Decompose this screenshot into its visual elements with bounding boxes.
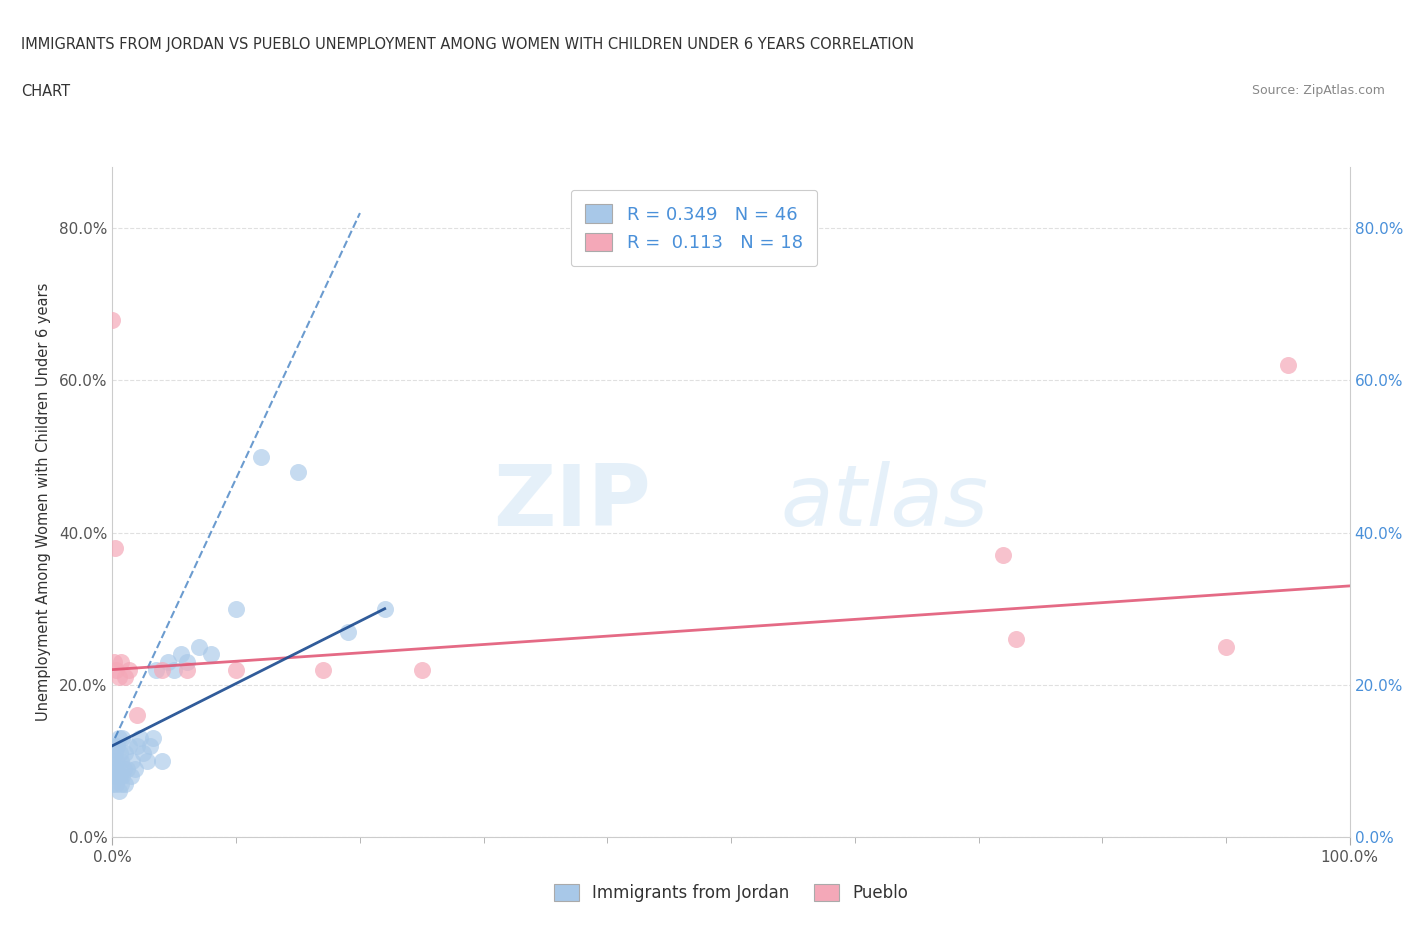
Point [101, 753, 124, 768]
Point [117, 761, 139, 776]
Point [101, 312, 124, 327]
Point [101, 777, 124, 791]
Point [150, 753, 173, 768]
Text: CHART: CHART [21, 84, 70, 99]
Text: ZIP: ZIP [494, 460, 651, 544]
Point [176, 655, 198, 670]
Point [150, 662, 173, 677]
Point [1004, 631, 1026, 646]
Point [287, 464, 309, 479]
Point [103, 769, 125, 784]
Point [117, 738, 139, 753]
Y-axis label: Unemployment Among Women with Children Under 6 years: Unemployment Among Women with Children U… [35, 283, 51, 722]
Point [111, 731, 134, 746]
Point [411, 662, 433, 677]
Point [1277, 358, 1299, 373]
Point [336, 624, 359, 639]
Point [374, 602, 396, 617]
Point [110, 777, 132, 791]
Point [104, 540, 127, 555]
Point [124, 761, 146, 776]
Point [103, 655, 125, 670]
Text: Source: ZipAtlas.com: Source: ZipAtlas.com [1251, 84, 1385, 97]
Point [114, 746, 136, 761]
Point [128, 731, 150, 746]
Text: atlas: atlas [780, 460, 988, 544]
Point [107, 731, 129, 746]
Point [157, 655, 180, 670]
Point [225, 662, 247, 677]
Point [114, 670, 136, 684]
Point [103, 738, 125, 753]
Point [163, 662, 186, 677]
Point [107, 670, 129, 684]
Point [105, 753, 128, 768]
Point [104, 746, 127, 761]
Legend: Immigrants from Jordan, Pueblo: Immigrants from Jordan, Pueblo [547, 878, 915, 909]
Point [108, 769, 131, 784]
Point [127, 738, 149, 753]
Point [107, 784, 129, 799]
Point [312, 662, 335, 677]
Point [108, 746, 131, 761]
Point [104, 761, 127, 776]
Point [132, 746, 155, 761]
Point [110, 753, 132, 768]
Point [993, 548, 1015, 563]
Point [107, 769, 129, 784]
Point [111, 769, 134, 784]
Point [250, 449, 273, 464]
Point [121, 753, 143, 768]
Point [114, 777, 136, 791]
Point [120, 769, 142, 784]
Point [127, 708, 149, 723]
Point [105, 777, 128, 791]
Point [105, 662, 128, 677]
Point [117, 662, 139, 677]
Point [169, 647, 191, 662]
Text: IMMIGRANTS FROM JORDAN VS PUEBLO UNEMPLOYMENT AMONG WOMEN WITH CHILDREN UNDER 6 : IMMIGRANTS FROM JORDAN VS PUEBLO UNEMPLO… [21, 37, 914, 52]
Point [1215, 639, 1237, 654]
Point [136, 753, 159, 768]
Point [112, 761, 135, 776]
Point [107, 738, 129, 753]
Point [145, 662, 167, 677]
Point [225, 602, 247, 617]
Point [110, 655, 132, 670]
Point [142, 731, 165, 746]
Point [138, 738, 160, 753]
Point [107, 761, 129, 776]
Point [188, 639, 211, 654]
Point [200, 647, 222, 662]
Point [176, 662, 198, 677]
